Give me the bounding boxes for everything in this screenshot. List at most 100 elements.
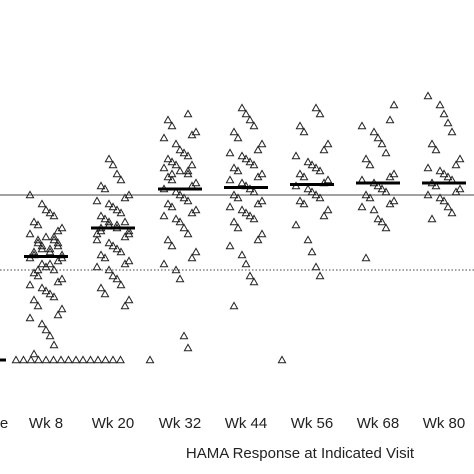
data-point [257,169,267,178]
data-point [257,139,267,148]
data-point [37,319,47,328]
data-point [78,355,88,364]
data-point [237,205,247,214]
data-point [37,199,47,208]
data-point [26,355,36,364]
data-point [225,175,235,184]
data-point [124,256,134,265]
data-point [225,148,235,157]
data-point [229,301,239,310]
data-point [124,295,134,304]
data-point [369,127,379,136]
data-point [381,223,391,232]
data-point [167,169,177,178]
data-point [64,355,73,364]
data-point [183,109,193,118]
x-tick-label: Wk 8 [29,415,63,432]
data-point [299,127,309,136]
data-point [171,139,181,148]
data-point [319,211,329,220]
data-point [295,169,305,178]
data-point [175,166,185,175]
data-point [241,259,251,268]
data-point [25,190,35,199]
data-point [11,355,21,364]
data-point [191,178,201,187]
data-point [183,166,193,175]
x-tick-labels: e Wk 8 Wk 20 Wk 32 Wk 44 Wk 56 Wk 68 Wk 80 [0,415,465,432]
data-point [163,154,173,163]
x-tick-label: Wk 80 [423,415,466,432]
data-point [361,154,371,163]
data-point [33,301,43,310]
data-point [303,184,313,193]
data-point [120,217,130,226]
data-point [225,202,235,211]
data-point [443,202,453,211]
data-point [241,109,251,118]
data-point [29,247,39,256]
data-point [423,91,433,100]
data-point [25,229,35,238]
data-point [303,157,313,166]
data-point [455,184,465,193]
data-point [373,133,383,142]
data-point [120,301,130,310]
data-point [163,235,173,244]
data-point [187,253,197,262]
data-point [37,283,47,292]
data-point [167,121,177,130]
data-point [159,211,169,220]
data-points [11,91,465,364]
data-point [104,238,114,247]
data-point [233,133,243,142]
data-point [257,196,267,205]
data-point [237,250,247,259]
data-point [323,175,333,184]
data-point [175,274,185,283]
data-point [295,121,305,130]
data-point [96,250,106,259]
data-point [19,355,28,364]
x-axis-title: HAMA Response at Indicated Visit [186,445,415,462]
data-point [159,163,169,172]
data-point [447,208,457,217]
data-point [233,223,243,232]
data-point [93,355,103,364]
data-point [389,169,399,178]
data-point [277,355,287,364]
data-point [167,241,177,250]
data-point [257,229,267,238]
data-point [92,262,102,271]
data-point [249,121,259,130]
data-point [71,355,81,364]
data-point [191,247,201,256]
data-point [53,310,63,319]
data-point [291,220,301,229]
data-point [25,313,35,322]
data-point [315,109,325,118]
data-point [108,355,118,364]
data-point [311,103,321,112]
data-point [311,262,321,271]
data-point [191,127,201,136]
data-point [253,145,263,154]
data-point [49,340,59,349]
data-point [45,331,55,340]
data-point [381,148,391,157]
data-point [357,121,367,130]
data-point [116,355,125,364]
data-point [365,160,375,169]
data-point [385,115,395,124]
data-point [49,265,59,274]
data-point [112,169,122,178]
data-point [163,115,173,124]
data-point [307,247,317,256]
data-point [49,232,59,241]
data-point [92,235,102,244]
data-point [423,190,433,199]
x-tick-label: Wk 68 [357,415,400,432]
data-point [187,160,197,169]
data-point [33,235,43,244]
